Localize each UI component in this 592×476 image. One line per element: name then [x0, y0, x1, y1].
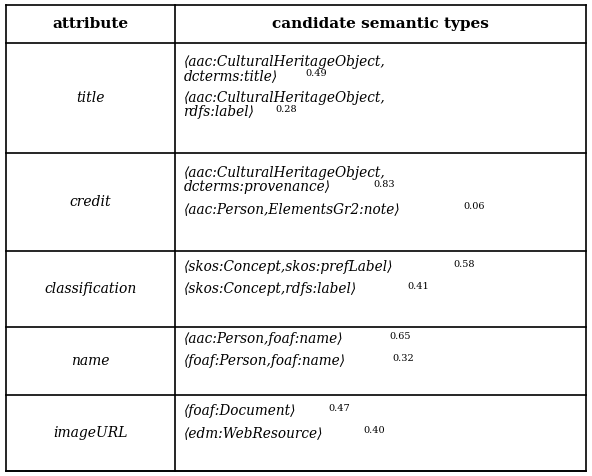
Text: ⟨aac:CulturalHeritageObject,: ⟨aac:CulturalHeritageObject, [184, 91, 385, 105]
Text: ⟨aac:Person,ElementsGr2:note⟩: ⟨aac:Person,ElementsGr2:note⟩ [184, 202, 400, 216]
Text: imageURL: imageURL [53, 426, 127, 440]
Text: 0.06: 0.06 [463, 202, 485, 211]
Text: 0.65: 0.65 [390, 332, 411, 341]
Text: ⟨foaf:Person,foaf:name⟩: ⟨foaf:Person,foaf:name⟩ [184, 354, 346, 368]
Text: candidate semantic types: candidate semantic types [272, 17, 489, 31]
Text: ⟨edm:WebResource⟩: ⟨edm:WebResource⟩ [184, 426, 323, 440]
Text: ⟨aac:CulturalHeritageObject,: ⟨aac:CulturalHeritageObject, [184, 166, 385, 180]
Text: rdfs:label⟩: rdfs:label⟩ [184, 105, 255, 119]
Text: ⟨foaf:Document⟩: ⟨foaf:Document⟩ [184, 404, 296, 418]
Text: ⟨skos:Concept,rdfs:label⟩: ⟨skos:Concept,rdfs:label⟩ [184, 282, 357, 296]
Text: attribute: attribute [52, 17, 128, 31]
Text: ⟨aac:CulturalHeritageObject,: ⟨aac:CulturalHeritageObject, [184, 55, 385, 69]
Text: ⟨skos:Concept,skos:prefLabel⟩: ⟨skos:Concept,skos:prefLabel⟩ [184, 260, 393, 274]
Text: 0.32: 0.32 [392, 354, 414, 363]
Text: 0.40: 0.40 [363, 426, 385, 436]
Text: credit: credit [69, 195, 111, 209]
Text: 0.28: 0.28 [275, 105, 297, 114]
Text: 0.41: 0.41 [407, 282, 429, 291]
Text: 0.47: 0.47 [329, 405, 350, 414]
Text: dcterms:provenance⟩: dcterms:provenance⟩ [184, 180, 331, 194]
Text: 0.83: 0.83 [374, 180, 395, 189]
Text: name: name [71, 354, 110, 368]
Text: 0.49: 0.49 [305, 69, 327, 78]
Text: title: title [76, 91, 105, 105]
Text: ⟨aac:Person,foaf:name⟩: ⟨aac:Person,foaf:name⟩ [184, 332, 343, 346]
Text: classification: classification [44, 282, 136, 296]
Text: dcterms:title⟩: dcterms:title⟩ [184, 69, 278, 83]
Text: 0.58: 0.58 [454, 260, 475, 269]
